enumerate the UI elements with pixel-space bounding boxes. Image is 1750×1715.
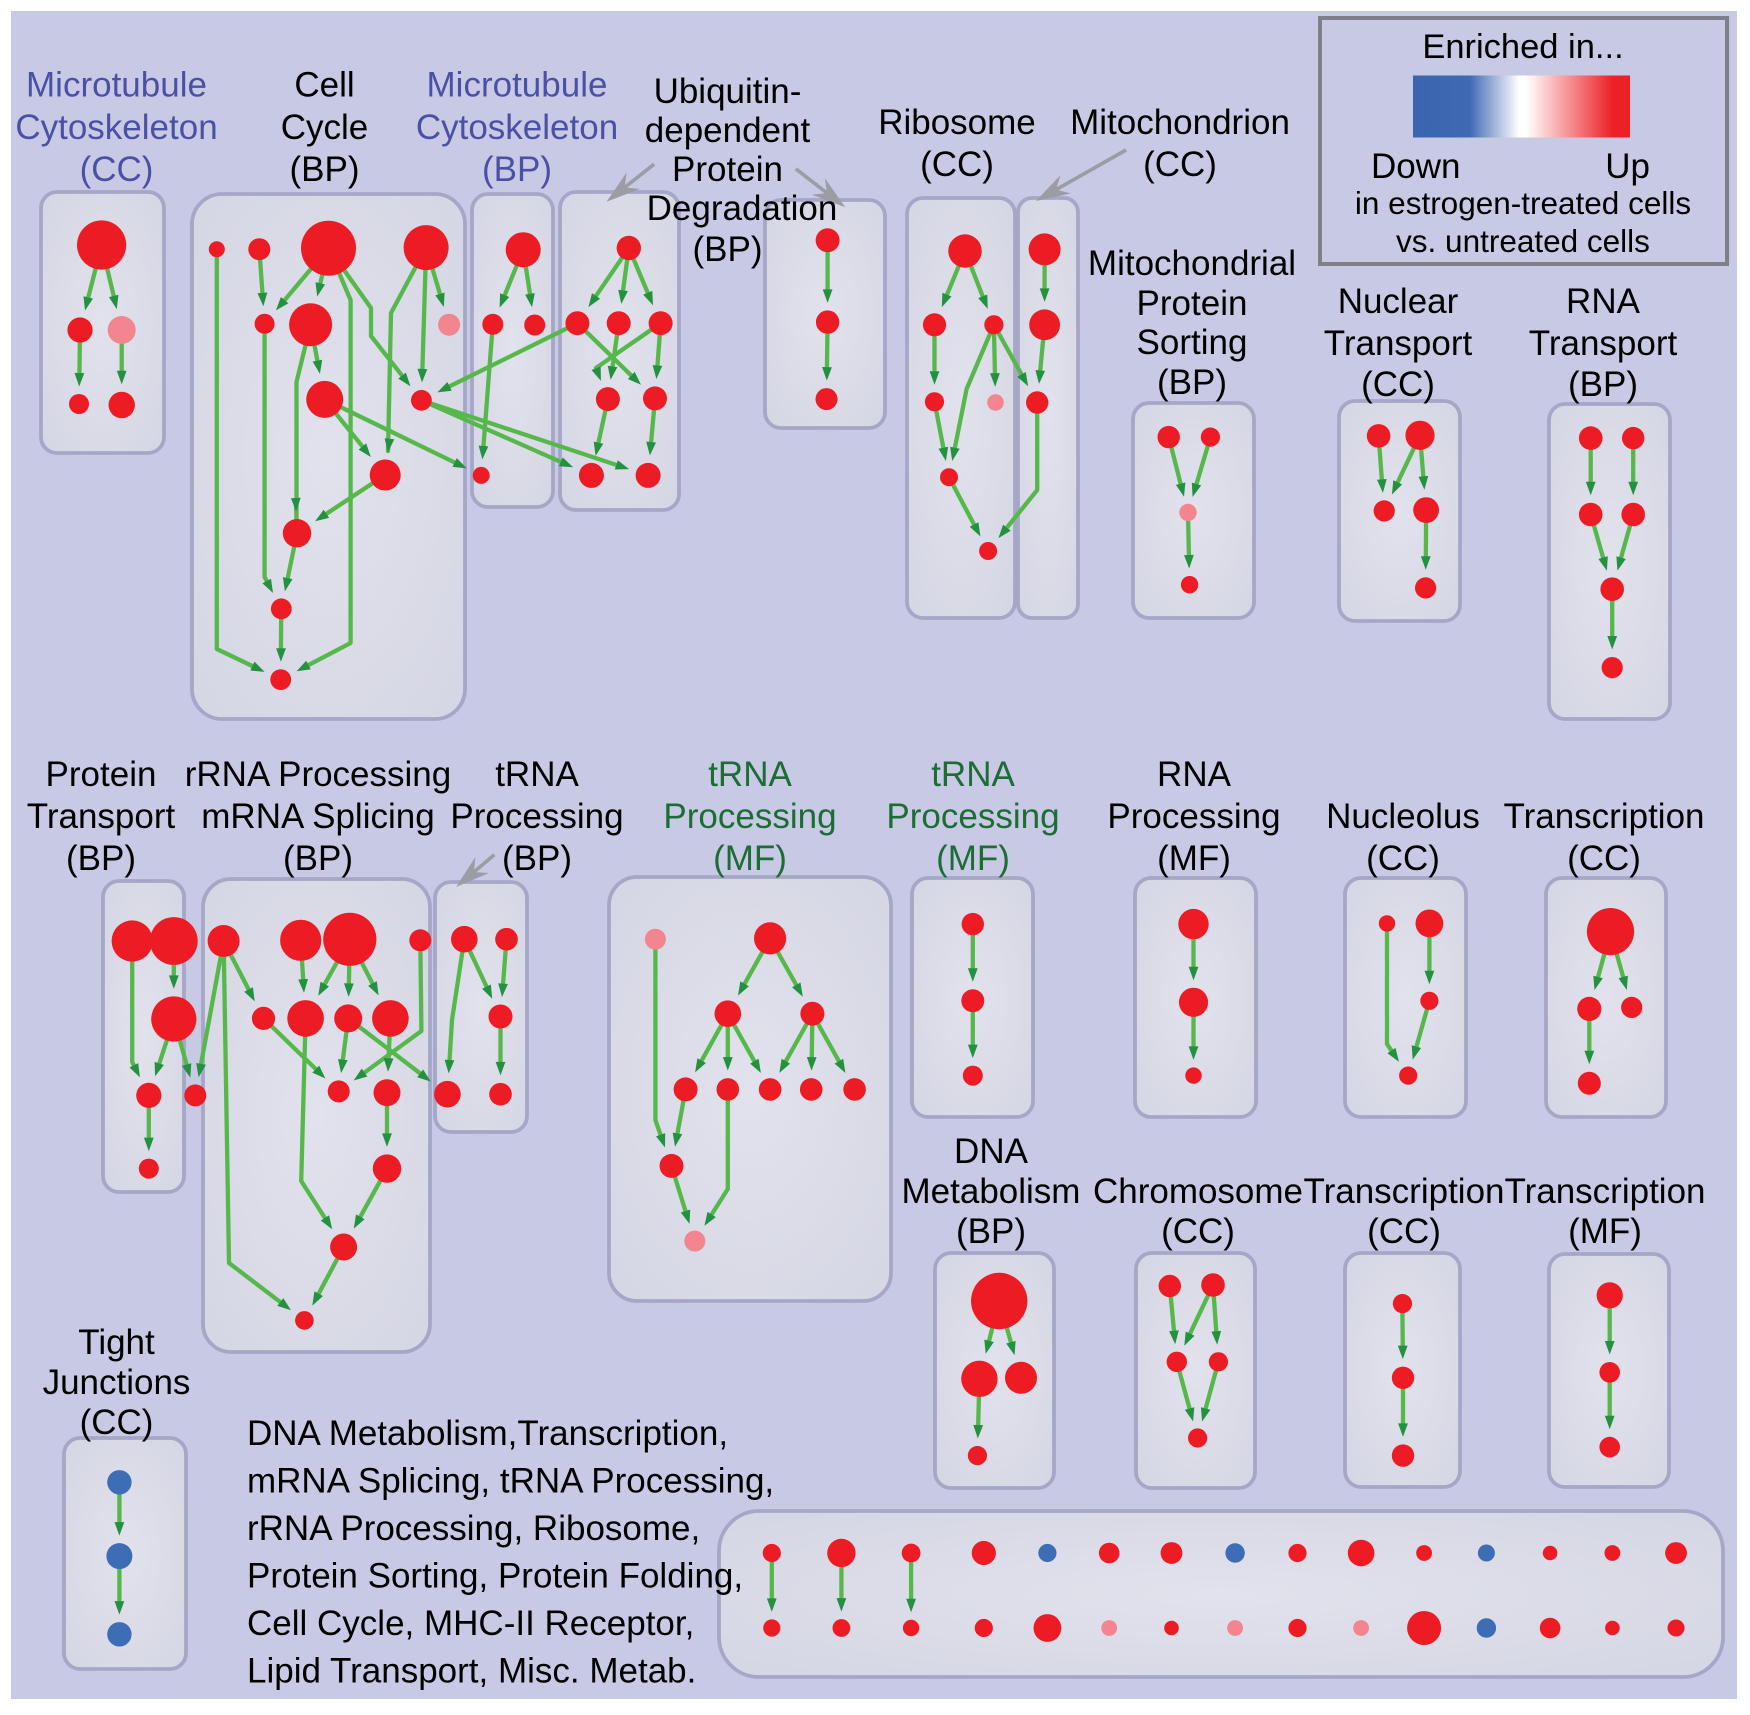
svg-text:Degradation: Degradation (647, 189, 838, 228)
svg-text:Transcription: Transcription (1304, 1172, 1505, 1211)
svg-text:(CC): (CC) (1161, 1212, 1235, 1251)
svg-text:Processing: Processing (886, 797, 1059, 836)
svg-text:(BP): (BP) (1568, 365, 1638, 404)
svg-text:Processing: Processing (450, 797, 623, 836)
svg-text:Cytoskeleton: Cytoskeleton (15, 108, 217, 147)
svg-text:(CC): (CC) (1367, 1212, 1441, 1251)
svg-text:(CC): (CC) (80, 150, 154, 189)
svg-text:Junctions: Junctions (43, 1363, 191, 1402)
svg-text:Microtubule: Microtubule (26, 66, 207, 105)
svg-text:(MF): (MF) (1157, 839, 1231, 878)
svg-text:(MF): (MF) (936, 839, 1010, 878)
svg-text:Tight: Tight (78, 1323, 155, 1362)
svg-text:(MF): (MF) (713, 839, 787, 878)
svg-text:(BP): (BP) (66, 839, 136, 878)
svg-text:rRNA Processing: rRNA Processing (185, 755, 451, 794)
svg-text:Protein: Protein (1137, 284, 1248, 323)
svg-text:Protein: Protein (46, 755, 157, 794)
svg-text:(BP): (BP) (1157, 363, 1227, 402)
svg-text:Nucleolus: Nucleolus (1326, 797, 1480, 836)
svg-text:Transport: Transport (1529, 324, 1678, 363)
svg-text:Chromosome: Chromosome (1093, 1172, 1303, 1211)
svg-text:mRNA Splicing: mRNA Splicing (201, 797, 434, 836)
svg-text:Processing: Processing (1107, 797, 1280, 836)
svg-text:Cell: Cell (294, 66, 354, 105)
svg-text:Transcription: Transcription (1505, 1172, 1706, 1211)
svg-text:(BP): (BP) (502, 839, 572, 878)
svg-text:dependent: dependent (645, 111, 811, 150)
svg-text:RNA: RNA (1566, 282, 1641, 321)
svg-text:(CC): (CC) (920, 145, 994, 184)
svg-text:Nuclear: Nuclear (1338, 282, 1459, 321)
svg-text:tRNA: tRNA (708, 755, 792, 794)
svg-text:Cytoskeleton: Cytoskeleton (416, 108, 618, 147)
svg-text:(CC): (CC) (1143, 145, 1217, 184)
svg-text:(BP): (BP) (956, 1212, 1026, 1251)
svg-text:tRNA: tRNA (495, 755, 579, 794)
svg-text:in estrogen-treated cells: in estrogen-treated cells (1355, 185, 1691, 221)
svg-text:Transport: Transport (1324, 324, 1473, 363)
svg-text:Sorting: Sorting (1137, 323, 1248, 362)
svg-text:Processing: Processing (663, 797, 836, 836)
svg-text:Up: Up (1605, 147, 1650, 186)
svg-text:Mitochondrial: Mitochondrial (1088, 244, 1296, 283)
svg-text:(BP): (BP) (482, 150, 552, 189)
svg-text:Protein: Protein (672, 150, 783, 189)
svg-text:Transcription: Transcription (1504, 797, 1705, 836)
svg-text:Protein Sorting, Protein Foldi: Protein Sorting, Protein Folding, (247, 1557, 743, 1596)
svg-text:Mitochondrion: Mitochondrion (1070, 103, 1290, 142)
svg-text:(CC): (CC) (1361, 365, 1435, 404)
svg-text:(CC): (CC) (80, 1403, 154, 1442)
svg-text:mRNA Splicing, tRNA Processing: mRNA Splicing, tRNA Processing, (247, 1462, 774, 1501)
svg-text:(CC): (CC) (1366, 839, 1440, 878)
svg-text:Ubiquitin-: Ubiquitin- (654, 72, 802, 111)
svg-text:RNA: RNA (1157, 755, 1232, 794)
svg-text:Enriched in...: Enriched in... (1422, 28, 1623, 66)
svg-text:DNA: DNA (954, 1132, 1029, 1171)
svg-text:Cycle: Cycle (281, 108, 369, 147)
svg-text:(CC): (CC) (1567, 839, 1641, 878)
svg-text:Metabolism: Metabolism (902, 1172, 1081, 1211)
svg-text:Ribosome: Ribosome (878, 103, 1036, 142)
svg-text:(BP): (BP) (290, 150, 360, 189)
svg-text:tRNA: tRNA (931, 755, 1015, 794)
svg-text:rRNA Processing, Ribosome,: rRNA Processing, Ribosome, (247, 1509, 700, 1548)
svg-text:Microtubule: Microtubule (427, 66, 608, 105)
svg-text:Down: Down (1371, 147, 1460, 186)
svg-text:(BP): (BP) (283, 839, 353, 878)
svg-text:Lipid Transport, Misc. Metab.: Lipid Transport, Misc. Metab. (247, 1652, 696, 1691)
svg-text:Transport: Transport (27, 797, 176, 836)
svg-text:(MF): (MF) (1568, 1212, 1642, 1251)
svg-text:Cell Cycle, MHC-II Receptor,: Cell Cycle, MHC-II Receptor, (247, 1604, 694, 1643)
svg-text:DNA Metabolism,Transcription,: DNA Metabolism,Transcription, (247, 1414, 728, 1453)
svg-text:(BP): (BP) (693, 230, 763, 269)
svg-text:vs. untreated cells: vs. untreated cells (1396, 223, 1650, 259)
